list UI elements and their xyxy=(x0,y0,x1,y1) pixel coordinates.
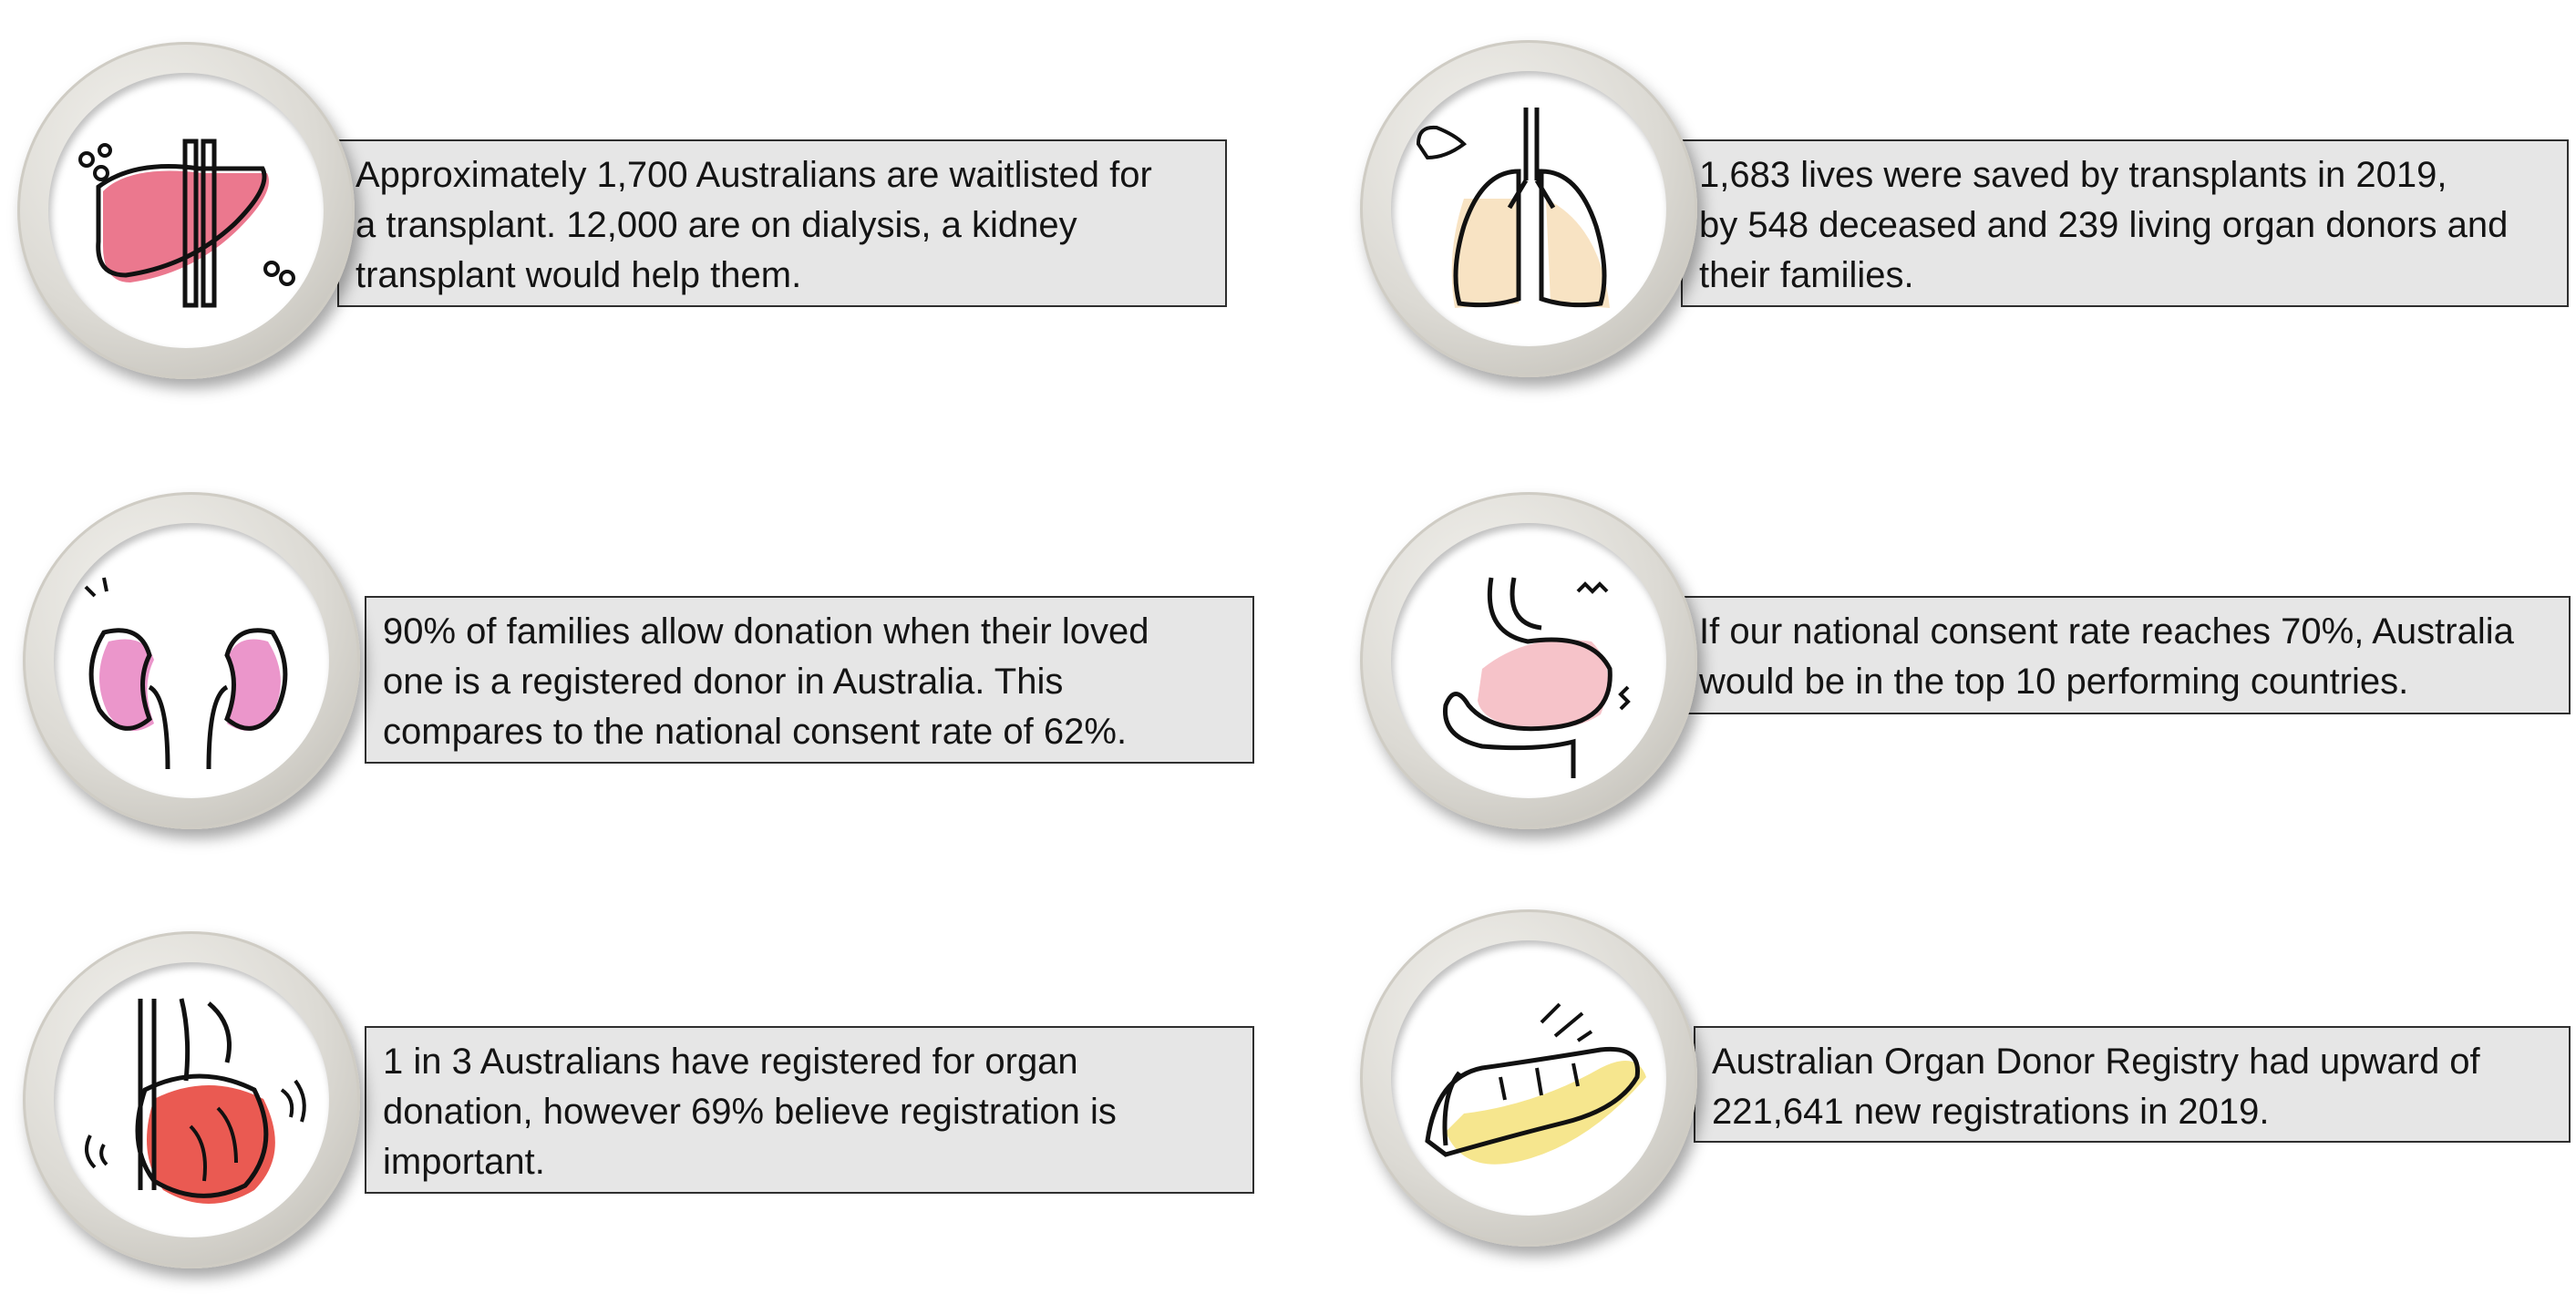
heart-icon xyxy=(85,998,306,1204)
fact-text-box: Australian Organ Donor Registry had upwa… xyxy=(1694,1026,2571,1143)
liver-icon xyxy=(78,139,295,308)
fact-text-box: Approximately 1,700 Australians are wait… xyxy=(337,139,1227,307)
fact-line: their families. xyxy=(1699,255,1914,295)
fact-line: 1,683 lives were saved by transplants in… xyxy=(1699,155,2447,195)
fact-line: one is a registered donor in Australia. … xyxy=(383,662,1064,702)
fact-line: by 548 deceased and 239 living organ don… xyxy=(1699,205,2509,245)
stomach-medallion xyxy=(1360,492,1697,829)
fact-line: 221,641 new registrations in 2019. xyxy=(1712,1092,2270,1132)
heart-medallion xyxy=(23,931,360,1268)
fact-line: 1 in 3 Australians have registered for o… xyxy=(383,1042,1078,1082)
fact-line: compares to the national consent rate of… xyxy=(383,712,1128,752)
fact-line: would be in the top 10 performing countr… xyxy=(1699,662,2409,702)
fact-line: Approximately 1,700 Australians are wait… xyxy=(355,155,1152,195)
fact-text-box: If our national consent rate reaches 70%… xyxy=(1681,596,2571,714)
fact-line: a transplant. 12,000 are on dialysis, a … xyxy=(355,205,1077,245)
fact-line: donation, however 69% believe registrati… xyxy=(383,1092,1117,1132)
lungs-medallion xyxy=(1360,40,1697,377)
fact-line: 90% of families allow donation when thei… xyxy=(383,611,1149,652)
fact-line: important. xyxy=(383,1142,545,1182)
fact-line: Australian Organ Donor Registry had upwa… xyxy=(1712,1042,2480,1082)
fact-text-box: 1 in 3 Australians have registered for o… xyxy=(365,1026,1254,1194)
fact-line: transplant would help them. xyxy=(355,255,802,295)
fact-text-box: 1,683 lives were saved by transplants in… xyxy=(1681,139,2569,307)
fact-text-box: 90% of families allow donation when thei… xyxy=(365,596,1254,764)
kidneys-icon xyxy=(84,577,288,770)
kidneys-medallion xyxy=(23,492,360,829)
pancreas-medallion xyxy=(1360,909,1697,1247)
lungs-icon xyxy=(1416,108,1610,308)
pancreas-icon xyxy=(1425,1002,1646,1165)
liver-medallion xyxy=(17,42,355,379)
fact-line: If our national consent rate reaches 70%… xyxy=(1699,611,2514,652)
stomach-icon xyxy=(1443,577,1631,778)
